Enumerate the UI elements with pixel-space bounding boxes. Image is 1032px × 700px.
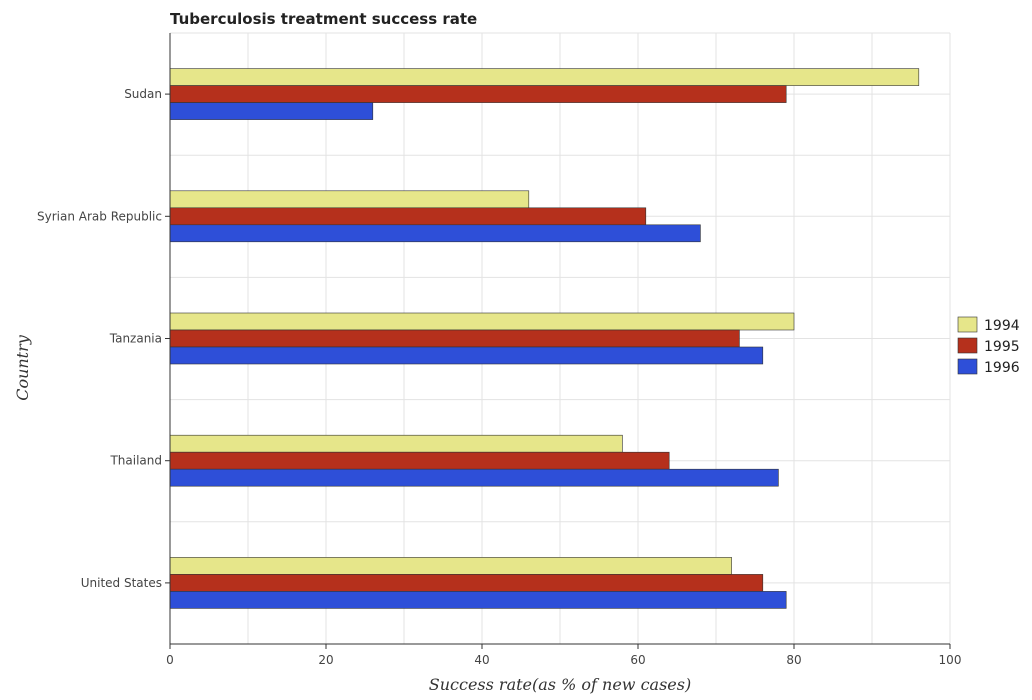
bar-1996-thailand — [169, 468, 779, 487]
legend-swatch-1995 — [957, 337, 978, 354]
bar-1996-syrian-arab-republic — [169, 224, 701, 243]
bar-1995-syrian-arab-republic — [169, 207, 647, 226]
bar-1994-sudan — [169, 68, 920, 86]
legend-label-1994: 1994 — [984, 318, 1020, 334]
bars-layer — [169, 68, 920, 609]
axes-layer: Sudan Syrian Arab Republic Tanzania Thailan… — [37, 33, 961, 667]
legend-swatch-1994 — [957, 316, 978, 333]
x-tick-label: 60 — [630, 653, 645, 667]
chart-title: Tuberculosis treatment success rate — [170, 10, 477, 28]
bar-1995-tanzania — [169, 329, 740, 348]
bar-1995-united-states — [169, 574, 764, 592]
bar-1994-syrian-arab-republic — [169, 190, 530, 209]
bar-1994-thailand — [169, 434, 623, 453]
bar-1996-united-states — [169, 591, 787, 609]
bar-1994-united-states — [169, 557, 732, 575]
legend-swatch-1996 — [957, 358, 978, 375]
x-tick-label: 40 — [474, 653, 489, 667]
x-tick-label: 0 — [166, 653, 174, 667]
bar-1994-tanzania — [169, 312, 795, 331]
y-tick-label: United States — [81, 576, 162, 590]
bar-1995-sudan — [169, 85, 787, 103]
bar-1995-thailand — [169, 451, 670, 470]
x-tick-label: 80 — [786, 653, 801, 667]
bar-1996-sudan — [169, 102, 374, 120]
y-axis-label: Country — [13, 334, 32, 401]
legend-label-1996: 1996 — [984, 360, 1020, 376]
y-tick-label: Tanzania — [109, 332, 162, 346]
legend-label-1995: 1995 — [984, 339, 1020, 355]
y-tick-label: Syrian Arab Republic — [37, 209, 162, 223]
bar-1996-tanzania — [169, 346, 764, 365]
y-tick-label: Thailand — [109, 454, 162, 468]
x-tick-label: 20 — [318, 653, 333, 667]
y-tick-label: Sudan — [124, 87, 162, 101]
x-tick-label: 100 — [939, 653, 962, 667]
x-axis-label: Success rate(as % of new cases) — [429, 675, 691, 694]
legend: 1994 1995 1996 — [957, 316, 1020, 376]
